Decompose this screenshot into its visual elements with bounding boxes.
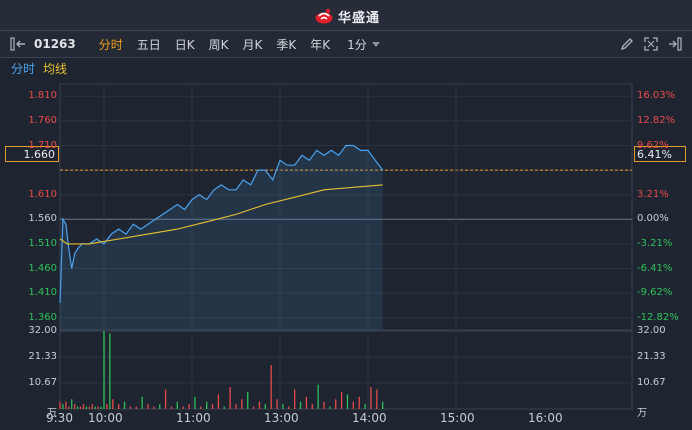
title-bar: 华盛通 (0, 0, 692, 31)
pencil-icon[interactable] (620, 37, 634, 51)
pct-axis-label: 12.82% (637, 114, 676, 126)
tab-period-4[interactable]: 月K (242, 37, 263, 52)
pct-axis-label: -6.41% (637, 262, 673, 274)
time-axis-label: 16:00 (528, 411, 563, 425)
pct-axis-label: -3.21% (637, 237, 673, 249)
current-price-label: 1.660 (23, 147, 56, 161)
price-area (60, 145, 383, 330)
price-axis-label: 1.410 (28, 287, 57, 299)
tab-period-0[interactable]: 分时 (98, 37, 123, 52)
pct-axis-label: -12.82% (637, 311, 679, 323)
legend-avg-line[interactable]: 均线 (43, 61, 68, 76)
price-axis-label: 1.360 (28, 311, 57, 323)
series-avg-line (59, 184, 383, 245)
volume-axis-label: 10.67 (28, 376, 57, 388)
price-axis-label: 1.710 (28, 139, 57, 151)
time-axis-label: 14:00 (352, 411, 387, 425)
pct-axis-label: 0.00% (637, 213, 669, 225)
current-pct-marker: 6.41% (634, 146, 686, 162)
tab-period-1[interactable]: 五日 (136, 37, 161, 52)
tab-period-2[interactable]: 日K (174, 37, 195, 52)
pct-axis-label: -9.62% (637, 287, 673, 299)
volume-axis-label-right: 10.67 (637, 376, 666, 388)
price-axis-label: 1.560 (28, 213, 57, 225)
time-axis-label: 9:30 (46, 411, 73, 425)
price-panel (59, 83, 633, 331)
app-name: 华盛通 (338, 10, 381, 26)
collapse-left-icon[interactable] (10, 37, 28, 51)
period-tabs: 分时 五日 日K 周K 月K 季K 年K (92, 36, 337, 53)
time-axis-label: 10:00 (88, 411, 123, 425)
price-axis-label: 1.610 (28, 188, 57, 200)
current-price-marker: 1.660 (5, 146, 59, 162)
stock-code: 01263 (34, 37, 76, 51)
logo-icon (315, 8, 333, 24)
volume-axis-label-right: 万 (637, 408, 647, 419)
tab-period-6[interactable]: 年K (310, 37, 331, 52)
chevron-down-icon (371, 42, 380, 47)
price-axis-label: 1.760 (28, 114, 57, 126)
chart-canvas[interactable] (0, 78, 692, 430)
price-axis-label: 1.460 (28, 262, 57, 274)
tab-period-3[interactable]: 周K (208, 37, 229, 52)
time-axis-label: 15:00 (440, 411, 475, 425)
pct-axis-label: 3.21% (637, 188, 669, 200)
expand-icon[interactable] (644, 37, 658, 51)
volume-axis-label: 万 (47, 408, 57, 419)
chart-legend: 分时 均线 (0, 58, 692, 78)
price-axis-label: 1.810 (28, 90, 57, 102)
price-axis-label: 1.510 (28, 237, 57, 249)
interval-select[interactable]: 1分 (347, 36, 380, 53)
volume-panel (59, 330, 633, 410)
collapse-right-icon[interactable] (668, 37, 682, 51)
app-logo: 华盛通 (314, 6, 380, 26)
volume-axis-label: 21.33 (28, 351, 57, 362)
tab-period-5[interactable]: 季K (276, 37, 297, 52)
pct-axis-label: 9.62% (637, 139, 669, 151)
time-axis-label: 11:00 (176, 411, 211, 425)
time-axis-label: 13:00 (264, 411, 299, 425)
intraday-chart[interactable]: 1.660 6.41% 1.810 1.760 1.710 1.610 1.560 1.5… (0, 78, 692, 430)
chart-toolbar: 01263 分时 五日 日K 周K 月K 季K 年K 1分 (0, 31, 692, 58)
current-pct-label: 6.41% (637, 147, 672, 161)
volume-axis-label-right: 21.33 (637, 351, 666, 362)
volume-axis-label: 32.00 (28, 325, 57, 336)
pct-axis-label: 16.03% (637, 90, 676, 102)
interval-label: 1分 (347, 37, 367, 52)
volume-axis-label-right: 32.00 (637, 325, 666, 336)
legend-price-line[interactable]: 分时 (11, 61, 36, 76)
